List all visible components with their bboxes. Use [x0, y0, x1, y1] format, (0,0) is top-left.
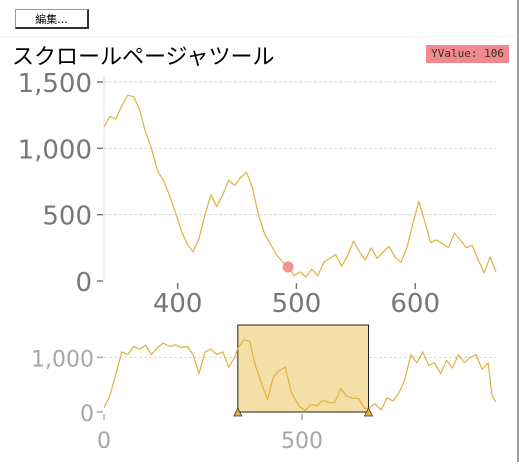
main-plot-area[interactable]	[103, 94, 497, 278]
main-y-tick-label: 1,500	[18, 69, 92, 99]
main-x-tick-label: 400	[153, 289, 203, 319]
window-border	[517, 0, 519, 466]
navigator-y-tick-label: 0	[80, 402, 94, 427]
main-y-axis: 0 500 1,000 1,500	[18, 69, 103, 298]
navigator-x-tick-label: 0	[97, 429, 111, 454]
navigator-y-axis: 0 1,000	[31, 347, 103, 427]
yvalue-tooltip-badge: YValue: 106	[426, 45, 509, 63]
main-y-tick-label: 500	[42, 202, 92, 232]
main-gridlines	[104, 81, 496, 216]
main-x-tick-label: 500	[272, 289, 322, 319]
main-x-tick-label: 600	[390, 289, 440, 319]
edit-button[interactable]: 編集...	[15, 9, 89, 29]
main-y-tick-label: 1,000	[18, 135, 92, 165]
chart-title: スクロールページャツール	[12, 45, 275, 70]
navigator-left-handle[interactable]	[233, 407, 243, 417]
navigator-selection[interactable]	[233, 407, 374, 417]
navigator-x-axis: 0 500	[97, 414, 323, 454]
toolbar-divider	[0, 36, 519, 37]
main-series-line	[103, 94, 497, 278]
navigator-thumb	[237, 324, 370, 413]
navigator-right-handle[interactable]	[363, 407, 374, 417]
main-x-axis: 400 500 600	[153, 283, 440, 319]
navigator-y-tick-label: 1,000	[31, 347, 94, 372]
navigator-series-line	[103, 339, 497, 411]
navigator-x-tick-label: 500	[281, 429, 323, 454]
window-bottom	[0, 462, 519, 466]
main-y-tick-label: 0	[75, 268, 92, 298]
navigator-plot-area	[103, 324, 497, 413]
highlight-point-marker	[282, 261, 294, 273]
